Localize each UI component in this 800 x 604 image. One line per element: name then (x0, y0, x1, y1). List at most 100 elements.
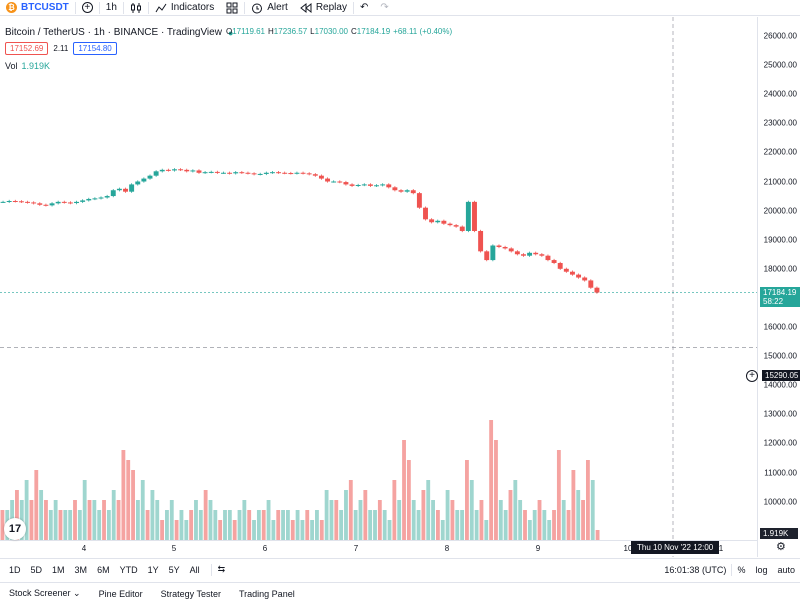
candle-body (533, 252, 539, 255)
volume-bar (203, 490, 208, 540)
range-button-1d[interactable]: 1D (9, 564, 21, 575)
volume-bar (116, 500, 121, 540)
candle-body (18, 201, 24, 203)
candle-body (282, 172, 288, 174)
candle-body (331, 181, 337, 183)
spread-value: 2.11 (53, 44, 69, 53)
tab-pine-editor[interactable]: Pine Editor (98, 588, 143, 599)
volume-bar (145, 510, 150, 540)
volume-bar (537, 500, 542, 540)
candle-body (398, 190, 404, 192)
chart-title: Bitcoin / TetherUS · 1h · BINANCE · Trad… (5, 27, 222, 38)
tradingview-logo[interactable]: 17 (4, 518, 26, 540)
volume-bar (406, 460, 411, 540)
volume-bar (276, 510, 281, 540)
chart-type-button[interactable] (124, 0, 148, 16)
layouts-button[interactable] (220, 0, 244, 16)
log-toggle[interactable]: log (755, 564, 768, 575)
buy-button[interactable]: 17154.80 (73, 42, 117, 55)
alert-button[interactable]: Alert (245, 0, 294, 16)
replay-label: Replay (315, 2, 347, 13)
sell-button[interactable]: 17152.69 (5, 42, 49, 55)
range-button-3m[interactable]: 3M (74, 564, 88, 575)
candle-body (410, 190, 416, 194)
tab-trading-panel[interactable]: Trading Panel (239, 588, 295, 599)
volume-bar (39, 490, 44, 540)
volume-bar (208, 500, 213, 540)
candle-body (300, 172, 306, 174)
crosshair-price-tag: 15290.05 (762, 370, 800, 381)
candle-body (484, 251, 490, 261)
candle-body (190, 170, 196, 172)
indicators-label: Indicators (170, 2, 215, 13)
volume-bar (179, 510, 184, 540)
volume-bar (82, 480, 87, 540)
range-button-5d[interactable]: 5D (30, 564, 43, 575)
redo-button[interactable]: ↷ (374, 0, 394, 16)
volume-bar (465, 460, 469, 540)
volume-bar (513, 480, 518, 540)
high-key: H (268, 27, 274, 36)
last-price-tag: 17184.19 58:22 (760, 287, 800, 307)
clock-display[interactable]: 16:01:38 (UTC) (664, 564, 727, 575)
tab-stock-screener[interactable]: Stock Screener ⌄ (0, 588, 90, 599)
volume-bar (0, 510, 5, 540)
candle-body (31, 202, 37, 204)
interval-button[interactable]: 1h (100, 0, 123, 16)
candle-body (104, 196, 110, 198)
indicators-button[interactable]: Indicators (149, 0, 220, 16)
range-button-ytd[interactable]: YTD (119, 564, 138, 575)
volume-value: 1.919K (21, 61, 51, 71)
tab-strategy-tester[interactable]: Strategy Tester (160, 588, 221, 599)
symbol-search[interactable]: ₿ BTCUSDT (0, 0, 75, 16)
candle-body (490, 245, 496, 261)
auto-toggle[interactable]: auto (777, 564, 795, 575)
add-alert-icon[interactable]: + (746, 370, 758, 382)
range-button-5y[interactable]: 5Y (168, 564, 180, 575)
date-range-icon[interactable]: ⇆ (217, 564, 226, 574)
open-key: O (226, 27, 233, 36)
candle-body (221, 172, 226, 174)
volume-bar (421, 490, 426, 540)
price-axis[interactable]: 26000.00 25000.00 24000.00 23000.00 22000.00… (757, 17, 800, 557)
range-button-1m[interactable]: 1M (52, 564, 65, 575)
volume-bar (48, 510, 53, 540)
price-chart[interactable] (0, 17, 757, 557)
volume-label: Vol (5, 61, 18, 71)
candle-body (306, 173, 312, 175)
range-button-6m[interactable]: 6M (97, 564, 110, 575)
replay-button[interactable]: Replay (294, 0, 353, 16)
indicators-icon (155, 3, 167, 12)
range-button-1y[interactable]: 1Y (147, 564, 159, 575)
volume-bar (271, 520, 276, 540)
range-button-all[interactable]: All (189, 564, 200, 575)
volume-bar (174, 520, 179, 540)
candle-body (294, 172, 300, 174)
candle-body (367, 184, 373, 186)
settings-gear-icon[interactable]: ⚙ (776, 541, 786, 553)
volume-bar (315, 510, 319, 540)
candle-body (153, 171, 159, 176)
candle-body (545, 255, 551, 261)
close-value: 17184.19 (356, 27, 391, 36)
price-axis-label: 23000.00 (763, 118, 797, 128)
volume-bar (334, 500, 339, 540)
percent-toggle[interactable]: % (737, 564, 746, 575)
candle-body (227, 172, 233, 174)
volume-bar (24, 480, 29, 540)
candle-body (239, 172, 245, 174)
price-axis-label: 24000.00 (763, 89, 797, 99)
volume-bar (527, 520, 532, 540)
low-key: L (310, 27, 315, 36)
divider (147, 1, 149, 14)
candle-body (43, 204, 49, 206)
candle-body (569, 271, 575, 275)
volume-bar (15, 490, 19, 540)
undo-button[interactable]: ↶ (354, 0, 374, 16)
candle-body (86, 198, 92, 201)
volume-bar (435, 510, 440, 540)
volume-bar (450, 500, 455, 540)
compare-button[interactable]: + (76, 0, 99, 16)
volume-bar (68, 510, 73, 540)
candle-body (472, 201, 477, 231)
